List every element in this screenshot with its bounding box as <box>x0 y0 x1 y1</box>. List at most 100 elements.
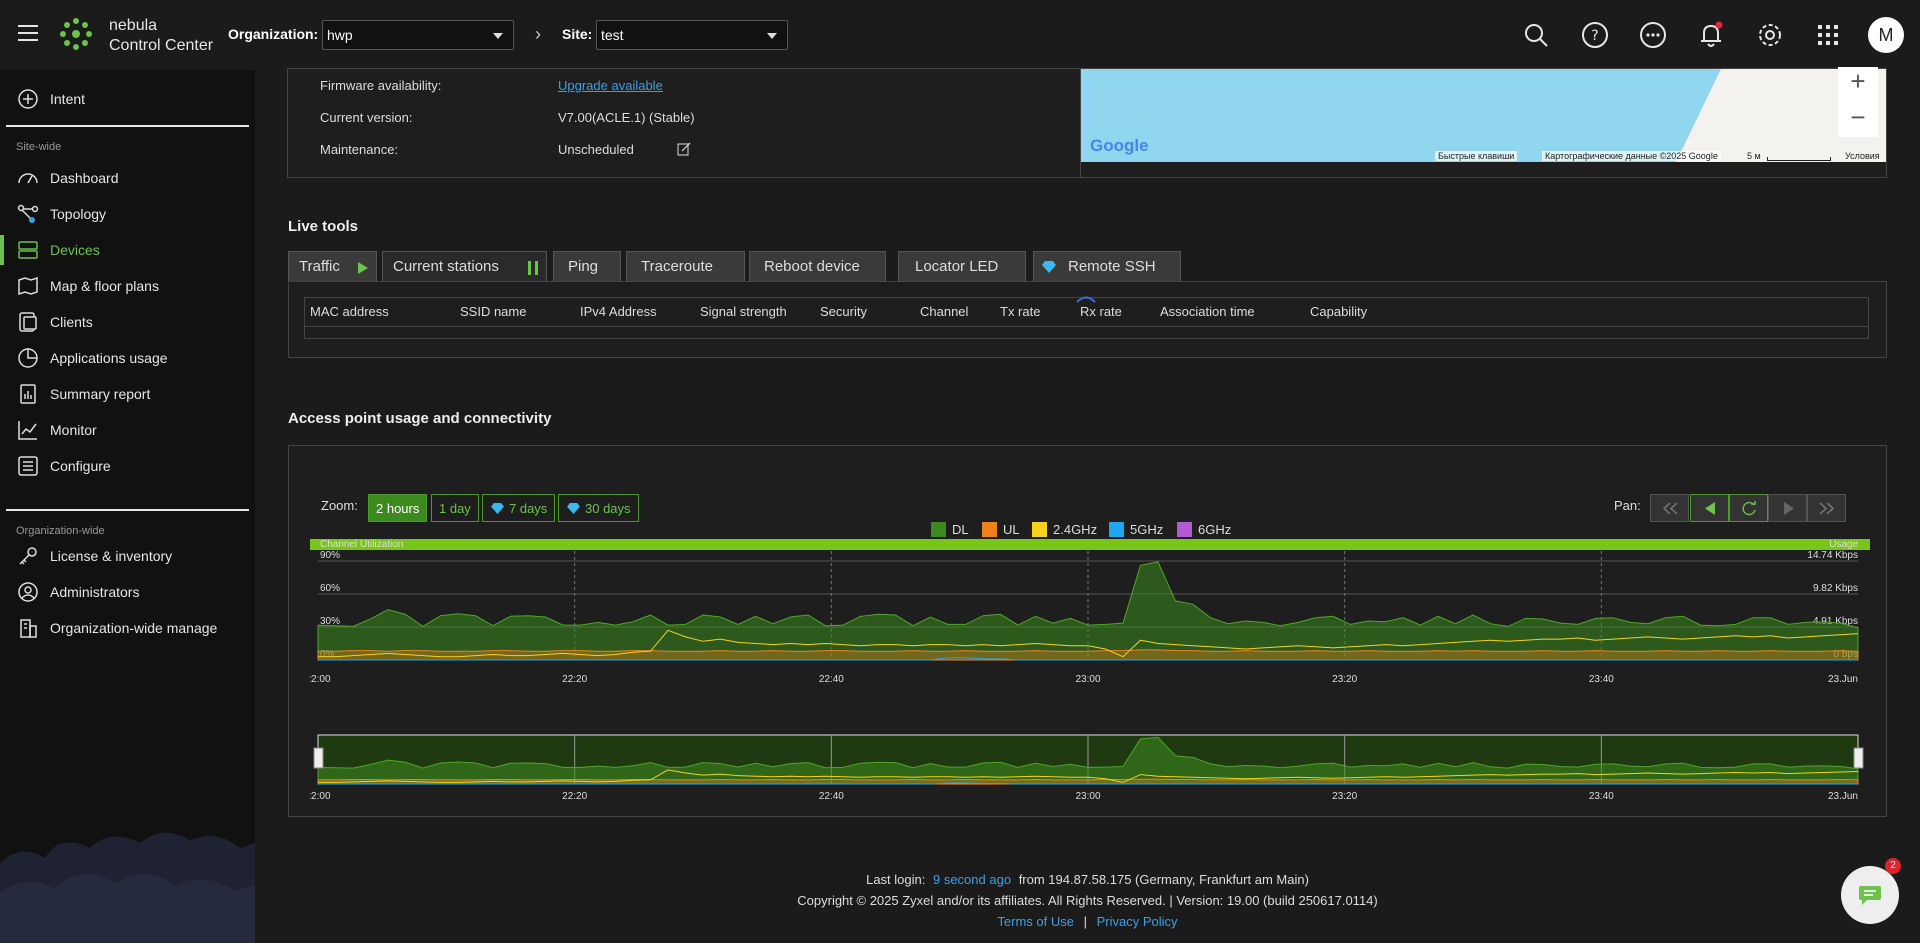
search-icon[interactable] <box>1521 20 1551 50</box>
section-label: Organization-wide <box>16 525 105 537</box>
sidebar-item-label: Applications usage <box>50 350 168 366</box>
column-header[interactable]: Security <box>820 304 867 319</box>
x-tick-label: 23:00 <box>1075 674 1100 685</box>
sidebar-item-license-inventory[interactable]: License & inventory <box>0 538 255 574</box>
map-view[interactable] <box>1081 69 1886 162</box>
sidebar-item-topology[interactable]: Topology <box>0 196 255 232</box>
sidebar-item-summary-report[interactable]: Summary report <box>0 376 255 412</box>
sidebar-item-administrators[interactable]: Administrators <box>0 574 255 610</box>
double-chevron-right-icon <box>1819 503 1835 514</box>
sidebar-item-map-floor-plans[interactable]: Map & floor plans <box>0 268 255 304</box>
tab-locator-led[interactable]: Locator LED <box>898 251 1026 282</box>
more-icon[interactable] <box>1638 20 1668 50</box>
diamond-icon <box>491 503 504 514</box>
column-header[interactable]: IPv4 Address <box>580 304 657 319</box>
top-bar: nebula Control Center Organization: hwp … <box>0 0 1920 70</box>
edit-icon[interactable] <box>677 142 691 156</box>
sidebar-item-label: Monitor <box>50 422 97 438</box>
legend-ul[interactable]: UL <box>982 522 1020 537</box>
zoom-7-days[interactable]: 7 days <box>482 494 556 522</box>
column-header[interactable]: Capability <box>1310 304 1368 319</box>
sidebar-item-devices[interactable]: Devices <box>0 232 255 268</box>
legend-5ghz[interactable]: 5GHz <box>1109 522 1163 537</box>
last-login-link[interactable]: 9 second ago <box>932 872 1012 887</box>
sidebar-item-label: Topology <box>50 206 107 222</box>
column-header[interactable]: Rx rate <box>1080 304 1122 319</box>
zoom-in-button[interactable]: + <box>1838 67 1878 99</box>
pan-first-button[interactable] <box>1650 494 1689 522</box>
menu-icon[interactable] <box>18 25 38 41</box>
last-login-label: Last login: <box>866 872 926 887</box>
map-data: Картографические данные ©2025 Google <box>1542 151 1721 161</box>
tab-reboot-device[interactable]: Reboot device <box>749 251 886 282</box>
org-select[interactable]: hwp <box>322 20 514 50</box>
sidebar-item-applications-usage[interactable]: Applications usage <box>0 340 255 376</box>
sidebar-item-label: Map & floor plans <box>50 278 159 294</box>
legend-label: 2.4GHz <box>1053 522 1098 537</box>
column-header[interactable]: MAC address <box>310 304 389 319</box>
zoom-1-day[interactable]: 1 day <box>431 494 479 522</box>
triangle-right-icon <box>1784 502 1794 515</box>
navigator-handle[interactable] <box>313 747 324 769</box>
column-header[interactable]: Tx rate <box>1000 304 1041 319</box>
series-dl-area <box>317 736 1859 785</box>
navigator-handle[interactable] <box>1853 747 1864 769</box>
tab-traceroute[interactable]: Traceroute <box>626 251 745 282</box>
bell-icon[interactable] <box>1696 20 1726 50</box>
column-header[interactable]: SSID name <box>460 304 527 319</box>
sidebar-item-clients[interactable]: Clients <box>0 304 255 340</box>
nebula-logo[interactable] <box>58 16 94 52</box>
help-icon[interactable]: ? <box>1580 20 1610 50</box>
y-tick-label: 90% <box>320 550 340 561</box>
chart-navigator[interactable]: 22:00 22:20 22:40 23:00 23:20 23:40 23.Jun <box>310 733 1870 803</box>
column-header[interactable]: Association time <box>1160 304 1255 319</box>
pan-next-button[interactable] <box>1768 494 1807 522</box>
pause-icon <box>528 261 538 275</box>
legend-6ghz[interactable]: 6GHz <box>1177 522 1231 537</box>
pan-last-button[interactable] <box>1807 494 1846 522</box>
zoom-30-days[interactable]: 30 days <box>558 494 639 522</box>
tab-traffic[interactable]: Traffic <box>288 251 377 282</box>
upgrade-link[interactable]: Upgrade available <box>558 78 663 93</box>
apps-grid-icon[interactable] <box>1813 20 1843 50</box>
legend-dl[interactable]: DL <box>931 522 969 537</box>
legend-swatch <box>982 522 997 537</box>
legend-swatch <box>1177 522 1192 537</box>
gear-icon[interactable] <box>1755 20 1785 50</box>
privacy-link[interactable]: Privacy Policy <box>1096 914 1178 929</box>
footer-links: Terms of Use | Privacy Policy <box>255 914 1920 929</box>
pan-reset-button[interactable] <box>1729 494 1768 522</box>
site-select[interactable]: test <box>596 20 788 50</box>
sidebar-item-intent[interactable]: Intent <box>0 81 255 117</box>
x-tick-label: 23.Jun <box>1828 791 1858 802</box>
sidebar-item-label: Organization-wide manage <box>50 620 218 636</box>
series-5ghz-line <box>318 782 1858 785</box>
tab-remote-ssh[interactable]: Remote SSH <box>1033 251 1181 282</box>
legend-2-4ghz[interactable]: 2.4GHz <box>1032 522 1097 537</box>
tab-current-stations[interactable]: Current stations <box>382 251 547 282</box>
pan-prev-button[interactable] <box>1690 494 1729 522</box>
map-terms[interactable]: Условия <box>1845 151 1880 161</box>
column-header[interactable]: Signal strength <box>700 304 787 319</box>
tab-ping[interactable]: Ping <box>553 251 621 282</box>
legend-swatch <box>1032 522 1047 537</box>
sidebar-item-dashboard[interactable]: Dashboard <box>0 160 255 196</box>
sidebar-item-label: Intent <box>50 91 86 107</box>
firmware-label: Firmware availability: <box>320 78 442 93</box>
topology-icon <box>17 204 39 223</box>
line-chart-icon <box>18 421 37 440</box>
sidebar-item-configure[interactable]: Configure <box>0 448 255 484</box>
sidebar-item-monitor[interactable]: Monitor <box>0 412 255 448</box>
terms-link[interactable]: Terms of Use <box>997 914 1074 929</box>
series-5ghz-line <box>318 657 1858 661</box>
zoom-out-button[interactable]: − <box>1838 99 1878 137</box>
keyboard-shortcuts[interactable]: Быстрые клавиши <box>1435 151 1518 161</box>
zoom-2-hours[interactable]: 2 hours <box>368 494 428 522</box>
sidebar-item-label: Administrators <box>50 584 140 600</box>
avatar[interactable]: M <box>1868 17 1904 53</box>
chat-button[interactable] <box>1841 866 1899 924</box>
column-header[interactable]: Channel <box>920 304 969 319</box>
sidebar-item-org-wide-manage[interactable]: Organization-wide manage <box>0 610 255 646</box>
maintenance-label: Maintenance: <box>320 142 399 157</box>
